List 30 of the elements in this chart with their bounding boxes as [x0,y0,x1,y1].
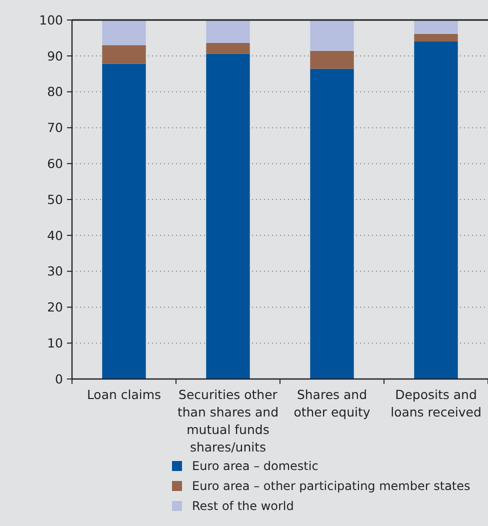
legend-label: Rest of the world [192,499,294,514]
bar [414,42,458,379]
y-tick-label: 60 [47,156,64,171]
y-tick-label: 30 [47,264,64,279]
y-tick-label: 10 [47,335,64,350]
x-tick-label: Securities other than shares and mutual funds shares/units [177,387,279,454]
y-tick-label: 100 [39,12,64,28]
x-tick-label: Deposits and loans received [390,387,482,420]
bar [206,54,250,379]
bar [102,20,146,46]
y-tick-label: 20 [47,300,64,315]
legend-label: Euro area – domestic [192,459,318,474]
bar [414,34,458,42]
bar [102,45,146,64]
bar [414,20,458,34]
bar [206,20,250,43]
y-tick-label: 0 [55,371,64,386]
y-tick-label: 90 [47,48,64,64]
bar [310,20,354,51]
x-tick-label: Loan claims [86,387,162,402]
y-tick-label: 40 [47,228,64,243]
y-tick-label: 80 [47,84,64,100]
bar [102,64,146,379]
bar [206,42,250,54]
bar [310,68,354,379]
bar [310,50,354,69]
y-tick-label: 70 [47,120,64,136]
x-tick-label: Shares and other equity [294,387,371,420]
legend-label: Euro area – other participating member states [192,479,470,494]
y-tick-label: 50 [47,192,64,207]
